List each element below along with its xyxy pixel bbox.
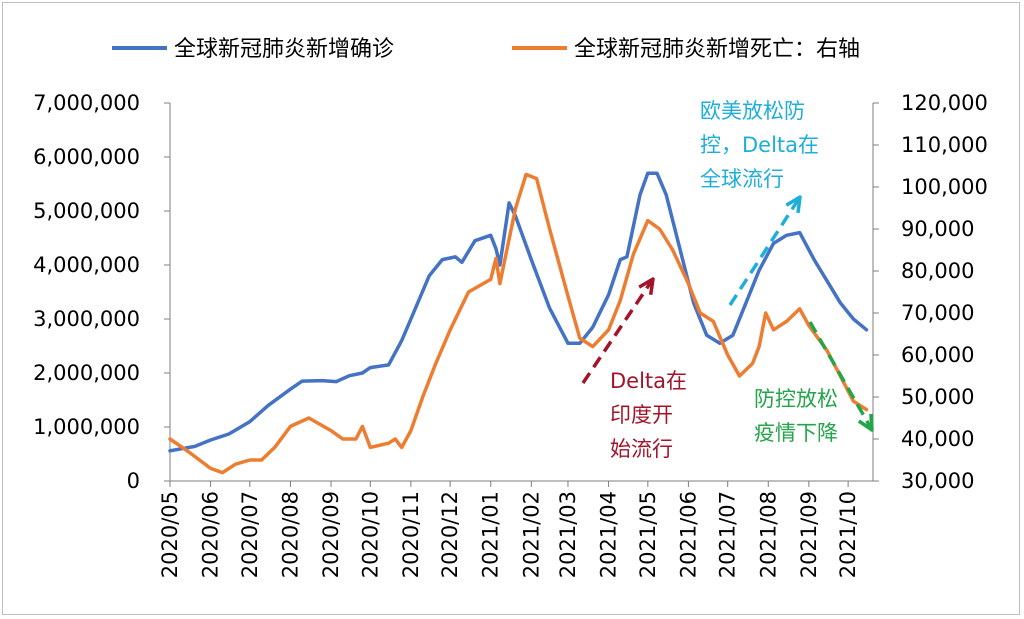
left-tick-label: 6,000,000: [33, 145, 140, 169]
right-tick-label: 60,000: [901, 343, 974, 367]
left-tick-label: 2,000,000: [33, 361, 140, 385]
annotation-line: 全球流行: [700, 167, 784, 191]
annotation-line: 疫情下降: [754, 421, 838, 445]
left-tick-label: 0: [127, 469, 140, 493]
annotation-arrow-head: [638, 277, 655, 296]
x-tick-label: 2020/06: [199, 491, 223, 578]
x-tick-label: 2020/11: [399, 491, 423, 578]
legend-label: 全球新冠肺炎新增确诊: [174, 37, 394, 62]
annotation-line: 控，Delta在: [700, 133, 819, 157]
x-tick-label: 2021/06: [676, 491, 700, 578]
x-tick-label: 2020/05: [158, 491, 182, 578]
cases-series-line: [168, 171, 869, 453]
right-tick-label: 40,000: [901, 427, 974, 451]
right-tick-label: 50,000: [901, 385, 974, 409]
x-tick-label: 2020/09: [319, 491, 343, 578]
annotation-text: Delta在印度开始流行: [610, 369, 687, 461]
x-tick-label: 2021/02: [519, 491, 543, 578]
x-tick-label: 2020/12: [438, 491, 462, 578]
left-tick-label: 4,000,000: [33, 253, 140, 277]
left-tick-label: 3,000,000: [33, 307, 140, 331]
annotation-text: 欧美放松防控，Delta在全球流行: [700, 99, 819, 191]
x-tick-label: 2020/07: [238, 491, 262, 578]
annotation-line: Delta在: [610, 369, 687, 393]
annotation-arrow-head: [785, 195, 802, 214]
annotation-arrow-head: [857, 413, 874, 432]
annotation-line: 印度开: [610, 403, 673, 427]
x-tick-label: 2021/05: [636, 491, 660, 578]
left-tick-label: 1,000,000: [33, 415, 140, 439]
right-tick-label: 110,000: [901, 133, 988, 157]
right-tick-label: 70,000: [901, 301, 974, 325]
deaths-series-line: [168, 172, 869, 475]
right-tick-label: 30,000: [901, 469, 974, 493]
x-tick-label: 2021/04: [597, 491, 621, 578]
right-tick-label: 90,000: [901, 217, 974, 241]
annotation-arrow-shaft: [581, 278, 655, 384]
right-tick-label: 120,000: [901, 91, 988, 115]
x-tick-label: 2021/10: [836, 491, 860, 578]
annotation-line: 欧美放松防: [700, 99, 805, 123]
x-tick-label: 2021/09: [797, 491, 821, 578]
x-tick-label: 2020/10: [358, 491, 382, 578]
annotation-arrow-shaft: [728, 196, 802, 306]
annotation-text: 防控放松疫情下降: [754, 387, 838, 445]
x-tick-label: 2021/03: [556, 491, 580, 578]
x-tick-label: 2020/08: [278, 491, 302, 578]
legend-label: 全球新冠肺炎新增死亡：右轴: [574, 37, 860, 62]
x-tick-label: 2021/08: [756, 491, 780, 578]
annotation-line: 防控放松: [754, 387, 838, 411]
x-tick-label: 2021/07: [716, 491, 740, 578]
left-tick-label: 7,000,000: [33, 91, 140, 115]
left-tick-label: 5,000,000: [33, 199, 140, 223]
annotation-line: 始流行: [610, 437, 673, 461]
annotation-arrow-shaft: [808, 321, 874, 431]
x-tick-label: 2021/01: [479, 491, 503, 578]
right-tick-label: 100,000: [901, 175, 988, 199]
right-tick-label: 80,000: [901, 259, 974, 283]
